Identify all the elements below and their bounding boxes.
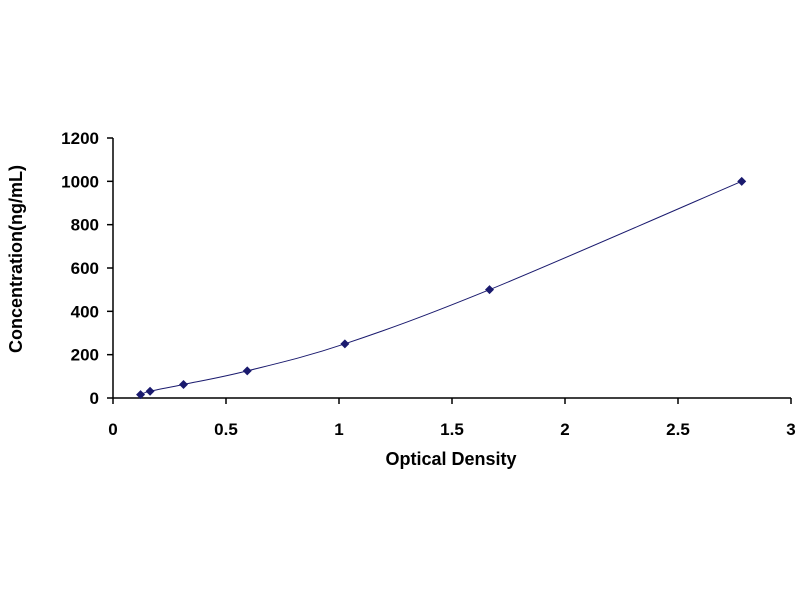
y-tick-label: 600 xyxy=(71,259,99,278)
x-axis-ticks: 0 0.5 1 1.5 2 2.5 3 xyxy=(108,398,796,439)
y-tick-label: 800 xyxy=(71,216,99,235)
data-point xyxy=(737,176,747,186)
data-point xyxy=(242,366,252,376)
y-axis-title: Concentration(ng/mL) xyxy=(6,165,26,353)
y-tick-label: 200 xyxy=(71,346,99,365)
data-point xyxy=(485,285,495,295)
data-point xyxy=(145,386,155,396)
x-tick-label: 0.5 xyxy=(214,420,238,439)
x-tick-label: 2 xyxy=(560,420,569,439)
data-point xyxy=(179,379,189,389)
y-tick-label: 1000 xyxy=(61,172,99,191)
x-tick-label: 3 xyxy=(786,420,795,439)
data-points xyxy=(136,176,747,400)
data-point xyxy=(340,339,350,349)
x-tick-label: 0 xyxy=(108,420,117,439)
x-axis-title: Optical Density xyxy=(385,449,516,469)
y-tick-label: 0 xyxy=(90,389,99,408)
y-axis-ticks: 0 200 400 600 800 1000 1200 xyxy=(61,129,113,408)
x-tick-label: 2.5 xyxy=(666,420,690,439)
y-tick-label: 1200 xyxy=(61,129,99,148)
x-tick-label: 1 xyxy=(334,420,343,439)
plot-area: 0 0.5 1 1.5 2 2.5 3 0 200 400 600 800 1000 1200 xyxy=(61,129,796,439)
x-tick-label: 1.5 xyxy=(440,420,464,439)
data-point xyxy=(136,390,146,400)
y-tick-label: 400 xyxy=(71,302,99,321)
fit-curve xyxy=(140,180,742,396)
